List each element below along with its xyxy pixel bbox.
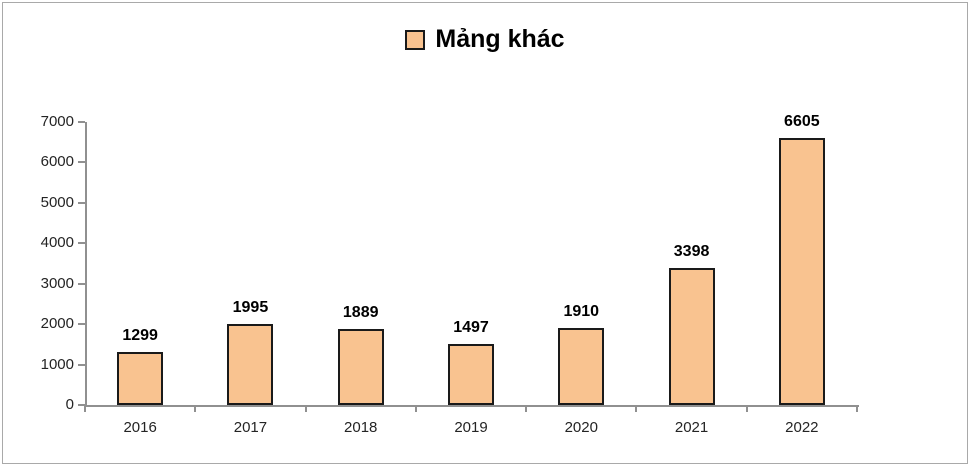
bar-value-label: 1299	[122, 327, 158, 345]
y-axis-tick-label: 2000	[40, 315, 74, 333]
y-axis-tick-label: 1000	[40, 355, 74, 373]
x-axis-category-label: 2022	[785, 419, 819, 436]
bar-value-label: 1995	[232, 299, 269, 317]
bar-2016	[117, 352, 164, 405]
x-axis-line	[85, 405, 859, 407]
chart-legend: Mảng khác	[0, 27, 970, 52]
bar-value-label: 3398	[673, 242, 710, 260]
x-axis-tick	[304, 405, 307, 412]
x-axis-tick	[745, 405, 748, 412]
y-axis-tick-label: 7000	[40, 113, 74, 130]
plot-area: 0 1000 2000 3000 4000 5000 6000 7000 1299 2016 199…	[41, 113, 858, 436]
y-axis-tick	[78, 201, 85, 204]
y-axis-tick	[78, 363, 85, 366]
y-axis-tick	[78, 282, 85, 285]
bar-2022	[778, 137, 825, 405]
x-axis-category-label: 2017	[233, 419, 268, 436]
y-axis-tick-label: 4000	[40, 234, 74, 252]
bar-2018	[337, 328, 384, 405]
bar-2021	[668, 267, 715, 405]
y-axis-tick-label: 6000	[40, 153, 74, 171]
y-axis-tick	[78, 161, 85, 164]
y-axis-tick-label: 5000	[40, 193, 74, 211]
x-axis-category-label: 2020	[564, 419, 598, 436]
bar-value-label: 6605	[784, 112, 820, 130]
y-axis-tick-label: 3000	[40, 274, 74, 292]
x-axis-tick	[194, 405, 197, 412]
y-axis-tick	[78, 404, 85, 406]
y-axis-tick	[78, 121, 85, 123]
x-axis-category-label: 2021	[674, 419, 709, 436]
x-axis-category-label: 2018	[344, 419, 378, 436]
bar-2020	[558, 327, 605, 405]
x-axis-tick	[525, 405, 528, 412]
bar-2019	[448, 344, 494, 405]
x-axis-tick	[856, 405, 858, 412]
x-axis-category-label: 2016	[123, 419, 157, 436]
bar-value-label: 1497	[453, 319, 489, 337]
y-axis-tick	[78, 242, 85, 245]
x-axis-tick	[414, 405, 417, 412]
x-axis-tick	[84, 405, 86, 412]
bar-value-label: 1889	[342, 303, 379, 321]
y-axis-tick-label: 0	[65, 396, 74, 413]
legend-swatch-icon	[405, 29, 426, 50]
y-axis-line	[85, 122, 87, 407]
y-axis-tick	[78, 323, 85, 326]
bar-value-label: 1910	[563, 302, 600, 320]
x-axis-tick	[635, 405, 638, 412]
bar-2017	[227, 324, 274, 405]
legend-series-label: Mảng khác	[435, 25, 565, 53]
x-axis-category-label: 2019	[454, 419, 488, 436]
